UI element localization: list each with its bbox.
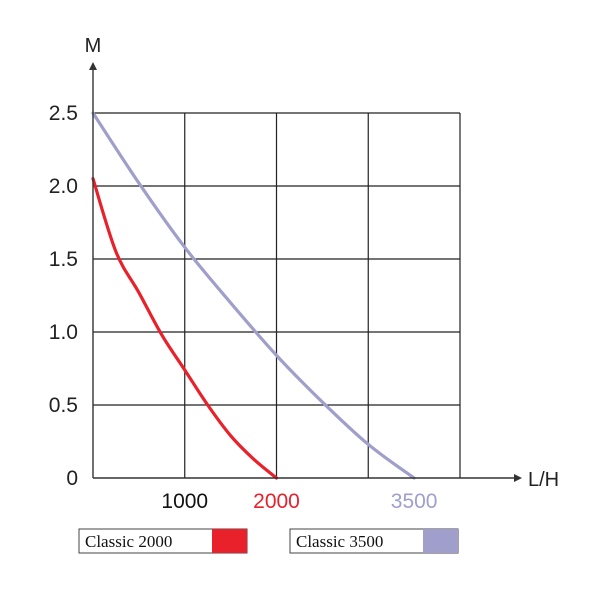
series-line-2 — [91, 111, 416, 480]
legend-item-1: Classic 2000 — [78, 528, 248, 554]
series-line-1 — [91, 177, 279, 480]
y-tick-label: 2.0 — [49, 175, 78, 198]
grid — [93, 112, 461, 478]
y-tick-labels: 0 0.5 1.0 1.5 2.0 2.5 — [49, 102, 78, 490]
y-tick-label: 0 — [66, 467, 78, 490]
y-tick-label: 0.5 — [49, 394, 78, 417]
series-layer — [91, 111, 416, 480]
legend-label: Classic 3500 — [296, 532, 383, 551]
legend-item-2: Classic 3500 — [289, 528, 459, 554]
y-axis-arrow — [89, 62, 97, 70]
x-axis-arrow — [514, 474, 522, 482]
x-tick-label: 3500 — [391, 490, 438, 513]
y-tick-label: 1.5 — [49, 248, 78, 271]
x-tick-label: 1000 — [161, 490, 208, 513]
legend: Classic 2000 Classic 3500 — [78, 528, 459, 554]
x-tick-label: 2000 — [253, 490, 300, 513]
x-axis-title: L/H — [528, 469, 559, 491]
x-tick-labels: 1000 2000 3500 — [161, 490, 437, 513]
y-tick-label: 2.5 — [49, 102, 78, 125]
y-axis-title: M — [85, 35, 102, 57]
legend-swatch — [212, 529, 247, 553]
axes: M L/H — [85, 35, 559, 491]
legend-label: Classic 2000 — [85, 532, 172, 551]
y-tick-label: 1.0 — [49, 321, 78, 344]
legend-swatch — [423, 529, 458, 553]
